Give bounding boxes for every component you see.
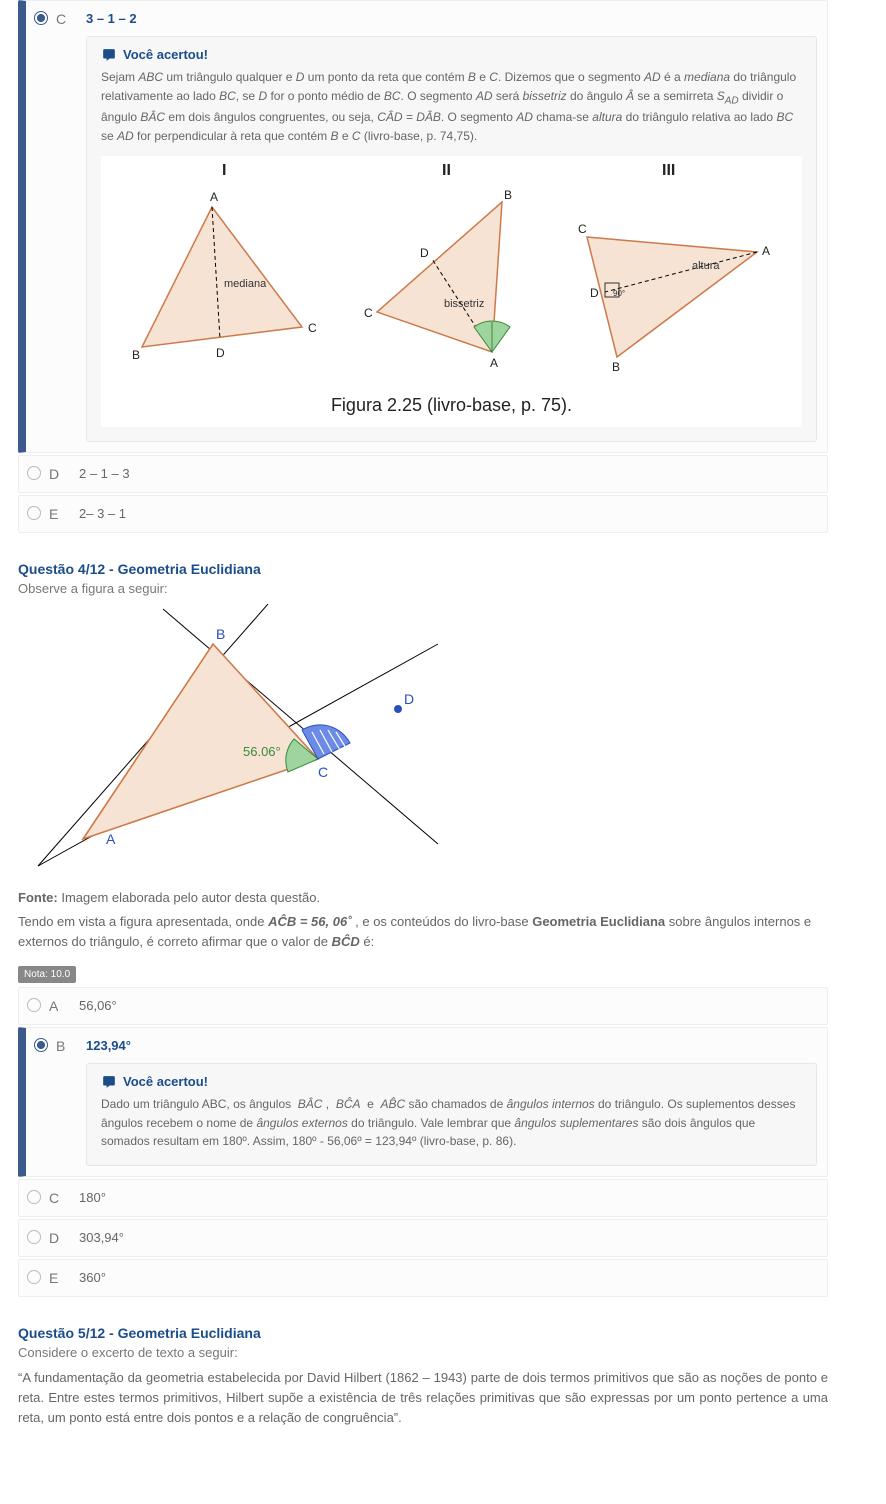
q3-option-c[interactable]: C 3 – 1 – 2 Você acertou! Sejam ABC um t… <box>18 0 828 453</box>
q4-option-d[interactable]: D 303,94° <box>18 1219 828 1257</box>
letter-e: E <box>49 496 73 532</box>
svg-text:A: A <box>490 356 498 370</box>
q4-b-text: 123,94° <box>86 1038 817 1053</box>
q3-d-text: 2 – 1 – 3 <box>79 466 817 481</box>
svg-text:I: I <box>222 162 226 179</box>
q4-letter-e: E <box>49 1260 73 1296</box>
q4-radio-d[interactable] <box>19 1220 49 1256</box>
q4-radio-b[interactable] <box>26 1028 56 1176</box>
q3-e-text: 2– 3 – 1 <box>79 506 817 521</box>
q4-feedback: Você acertou! Dado um triângulo ABC, os … <box>86 1063 817 1166</box>
q4-c-text: 180° <box>79 1190 817 1205</box>
q4-option-e[interactable]: E 360° <box>18 1259 828 1297</box>
comment-icon <box>101 48 117 62</box>
q4-letter-c: C <box>49 1180 73 1216</box>
svg-text:90°: 90° <box>613 289 625 298</box>
q4-letter-b: B <box>56 1028 80 1176</box>
q4-header: Questão 4/12 - Geometria Euclidiana <box>18 561 828 577</box>
q5-body: “A fundamentação da geometria estabeleci… <box>18 1368 828 1428</box>
q4-option-c[interactable]: C 180° <box>18 1179 828 1217</box>
comment-icon <box>101 1075 117 1089</box>
q5-sub: Considere o excerto de texto a seguir: <box>18 1345 828 1360</box>
q4-feedback-title: Você acertou! <box>123 1074 208 1089</box>
radio-e[interactable] <box>19 496 49 532</box>
q4-nota-badge: Nota: 10.0 <box>18 966 76 983</box>
q3-diagram: I II III A B C D mediana <box>101 156 802 427</box>
q4-e-text: 360° <box>79 1270 817 1285</box>
q3-feedback: Você acertou! Sejam ABC um triângulo qua… <box>86 36 817 442</box>
radio-c[interactable] <box>26 1 56 452</box>
svg-text:bissetriz: bissetriz <box>444 298 484 310</box>
svg-text:D: D <box>590 286 599 300</box>
svg-text:D: D <box>420 246 429 260</box>
svg-text:B: B <box>504 188 512 202</box>
svg-text:A: A <box>106 831 116 847</box>
q4-diagram: A B C D 56.06° <box>18 604 828 884</box>
q5-header: Questão 5/12 - Geometria Euclidiana <box>18 1325 828 1341</box>
letter-c: C <box>56 1 80 452</box>
svg-text:B: B <box>612 360 620 374</box>
q3-fig-caption: Figura 2.25 (livro-base, p. 75). <box>102 395 801 416</box>
q4-option-a[interactable]: A 56,06° <box>18 987 828 1025</box>
letter-d: D <box>49 456 73 492</box>
q3-option-e[interactable]: E 2– 3 – 1 <box>18 495 828 533</box>
svg-text:B: B <box>216 626 225 642</box>
q4-radio-a[interactable] <box>19 988 49 1024</box>
q4-letter-d: D <box>49 1220 73 1256</box>
q4-feedback-body: Dado um triângulo ABC, os ângulos BÂC , … <box>101 1095 802 1151</box>
svg-text:mediana: mediana <box>224 278 267 290</box>
q4-radio-e[interactable] <box>19 1260 49 1296</box>
svg-text:D: D <box>216 346 225 360</box>
q4-letter-a: A <box>49 988 73 1024</box>
q3-feedback-title: Você acertou! <box>123 47 208 62</box>
svg-text:C: C <box>578 222 587 236</box>
svg-text:D: D <box>404 691 414 707</box>
svg-text:B: B <box>132 348 140 362</box>
svg-text:C: C <box>308 321 317 335</box>
q3-option-d[interactable]: D 2 – 1 – 3 <box>18 455 828 493</box>
radio-d[interactable] <box>19 456 49 492</box>
svg-text:II: II <box>442 162 451 179</box>
svg-text:C: C <box>318 764 328 780</box>
q4-d-text: 303,94° <box>79 1230 817 1245</box>
svg-text:C: C <box>364 306 373 320</box>
svg-text:altura: altura <box>692 260 720 272</box>
q4-radio-c[interactable] <box>19 1180 49 1216</box>
q4-fonte: Fonte: Imagem elaborada pelo autor desta… <box>18 888 828 908</box>
svg-text:III: III <box>662 162 675 179</box>
q4-body: Tendo em vista a figura apresentada, ond… <box>18 912 828 952</box>
svg-text:56.06°: 56.06° <box>243 744 281 759</box>
svg-text:A: A <box>210 190 218 204</box>
q4-sub: Observe a figura a seguir: <box>18 581 828 596</box>
q4-a-text: 56,06° <box>79 998 817 1013</box>
q3-feedback-body: Sejam ABC um triângulo qualquer e D um p… <box>101 68 802 146</box>
q3-c-text: 3 – 1 – 2 <box>86 11 817 26</box>
svg-text:A: A <box>762 244 770 258</box>
q4-option-b[interactable]: B 123,94° Você acertou! Dado um triângul… <box>18 1027 828 1177</box>
